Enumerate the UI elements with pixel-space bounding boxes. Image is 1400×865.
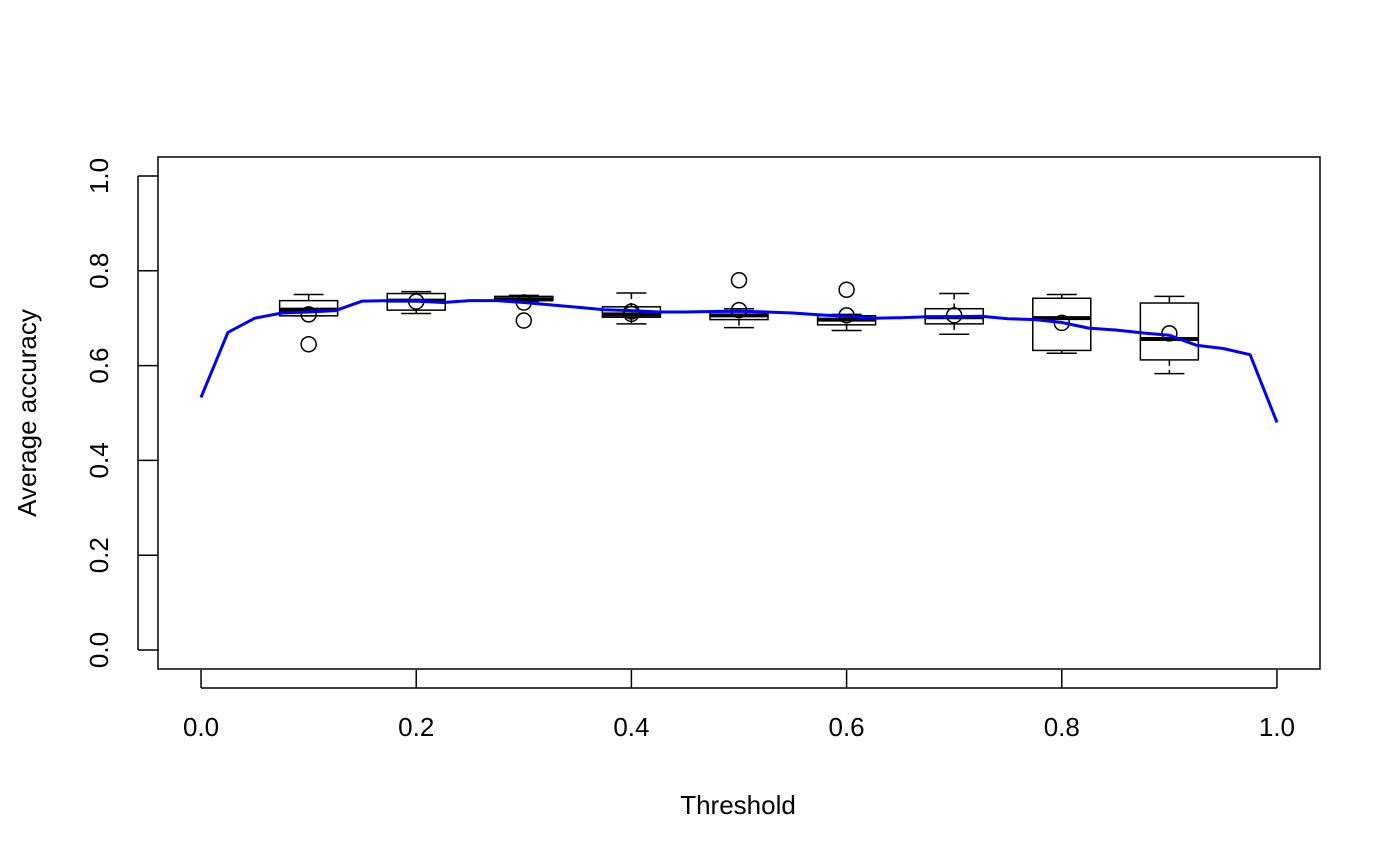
x-tick-label: 1.0 [1259, 712, 1295, 742]
y-tick-label: 0.2 [84, 537, 114, 573]
y-tick-label: 0.6 [84, 348, 114, 384]
box [1139, 302, 1200, 361]
boxplot [1139, 295, 1200, 375]
x-tick-label: 0.0 [183, 712, 219, 742]
plot-frame [157, 156, 1321, 670]
x-tick-label: 0.2 [398, 712, 434, 742]
boxplot [924, 292, 984, 336]
accuracy-line-layer [199, 299, 1279, 424]
outlier-point [300, 336, 317, 353]
x-tick-label: 0.4 [613, 712, 649, 742]
outlier-point [838, 281, 855, 298]
y-tick-label: 0.8 [84, 253, 114, 289]
outlier-point [300, 306, 317, 323]
x-tick-label: 0.6 [829, 712, 865, 742]
y-tick-label: 0.4 [84, 442, 114, 478]
y-tick-label: 1.0 [84, 158, 114, 194]
outlier-point [515, 312, 533, 329]
y-axis-label: Average accuracy [12, 309, 42, 517]
outlier-point [730, 272, 748, 289]
boxplot [278, 293, 339, 353]
boxplot [1032, 293, 1092, 355]
x-tick-label: 0.8 [1044, 712, 1080, 742]
y-tick-label: 0.0 [84, 632, 114, 668]
y-axis: 0.0 0.2 0.4 0.6 0.8 1.0 [84, 158, 158, 668]
x-axis-label: Threshold [680, 790, 796, 820]
boxplot [816, 281, 877, 332]
accuracy-line [199, 299, 1279, 424]
x-axis: 0.0 0.2 0.4 0.6 0.8 1.0 [183, 670, 1295, 742]
outlier-point [623, 305, 640, 323]
boxplot [709, 272, 769, 329]
boxplots [278, 272, 1200, 375]
box [1032, 297, 1092, 352]
